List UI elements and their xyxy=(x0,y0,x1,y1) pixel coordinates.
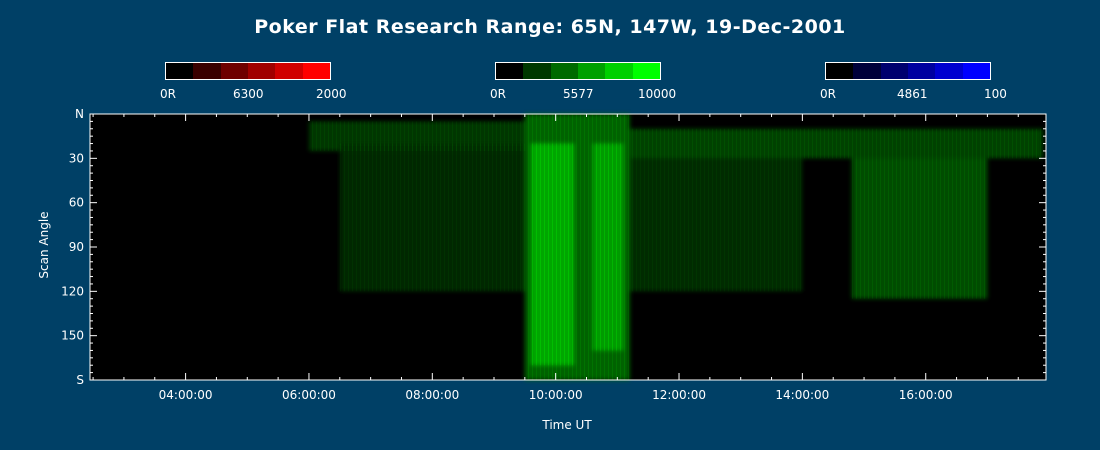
x-tick-label: 12:00:00 xyxy=(652,388,706,402)
emission-texture xyxy=(339,143,525,292)
colorbar-segment xyxy=(550,63,578,79)
texture-layer xyxy=(308,114,1043,380)
colorbar-segment xyxy=(605,63,633,79)
colorbar-min-label: 0R xyxy=(820,87,836,101)
colorbar-segment xyxy=(826,63,854,79)
colorbar-segment xyxy=(632,63,660,79)
chart-title: Poker Flat Research Range: 65N, 147W, 19… xyxy=(254,16,846,38)
colorbar-segment xyxy=(247,63,276,79)
colorbar-max-label: 10000 xyxy=(638,87,677,101)
x-axis-label: Time UT xyxy=(542,418,592,432)
y-tick-label: 90 xyxy=(69,240,84,254)
x-axis: 04:00:00 06:00:00 08:00:00 10:00:00 12:00:00… xyxy=(92,114,1019,402)
colorbar-segment xyxy=(302,63,330,79)
colorbar-segment xyxy=(880,63,908,79)
colorbar-min-label: 0R xyxy=(490,87,506,101)
colorbar-wavelength-label: 5577 xyxy=(563,87,594,101)
colorbar-segment xyxy=(220,63,248,79)
x-tick-label: 06:00:00 xyxy=(282,388,336,402)
y-tick-label: 150 xyxy=(61,329,84,343)
colorbar-segment xyxy=(907,63,936,79)
x-tick-label: 14:00:00 xyxy=(775,388,829,402)
y-tick-label: 60 xyxy=(69,196,84,210)
colorbar-segment xyxy=(275,63,303,79)
colorbar-max-label: 100 xyxy=(984,87,1007,101)
colorbar-5577 xyxy=(495,62,661,80)
colorbar-segment xyxy=(166,63,194,79)
x-tick-label: 10:00:00 xyxy=(529,388,583,402)
colorbar-segment xyxy=(496,63,524,79)
y-tick-label: N xyxy=(75,107,84,121)
colorbar-max-label: 2000 xyxy=(316,87,347,101)
colorbar-segment xyxy=(193,63,221,79)
x-tick-label: 04:00:00 xyxy=(159,388,213,402)
colorbar-segment xyxy=(577,63,606,79)
colorbar-4861 xyxy=(825,62,991,80)
colorbar-wavelength-label: 4861 xyxy=(897,87,928,101)
colorbar-segment xyxy=(935,63,963,79)
x-tick-label: 08:00:00 xyxy=(405,388,459,402)
y-tick-label: 120 xyxy=(61,284,84,298)
x-tick-label: 16:00:00 xyxy=(899,388,953,402)
colorbar-segment xyxy=(523,63,551,79)
emission-texture xyxy=(851,158,988,299)
emission-texture xyxy=(592,143,624,351)
emission-texture xyxy=(530,143,575,366)
y-axis: N 30 60 90 120 150 S xyxy=(61,107,1046,387)
colorbar-6300 xyxy=(165,62,331,80)
colorbar-wavelength-label: 6300 xyxy=(233,87,264,101)
colorbar-min-label: 0R xyxy=(160,87,176,101)
colorbar-segment xyxy=(853,63,881,79)
y-tick-label: S xyxy=(76,373,84,387)
y-axis-label: Scan Angle xyxy=(37,211,51,279)
colorbar-segment xyxy=(962,63,990,79)
emission-texture xyxy=(629,128,1043,159)
emission-texture xyxy=(629,158,803,292)
y-tick-label: 30 xyxy=(69,151,84,165)
